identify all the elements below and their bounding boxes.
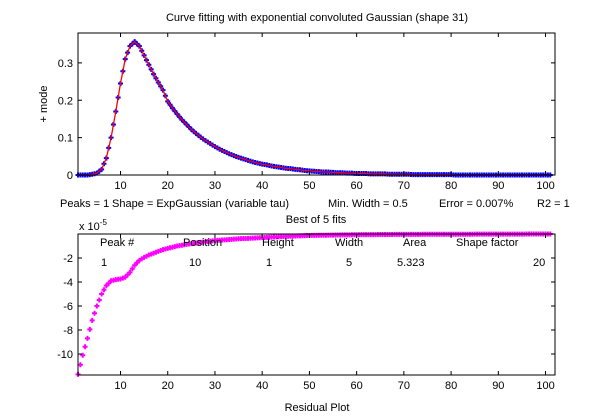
top-chart-ylabel: + mode	[38, 86, 50, 123]
x-tick-label: 30	[209, 180, 221, 192]
x-tick-label: 60	[351, 180, 363, 192]
axes-box	[77, 233, 556, 376]
x-tick-label: 50	[303, 180, 315, 192]
y-tick-label: -4	[63, 277, 73, 289]
x-tick-label: 60	[351, 380, 363, 392]
residual-point	[127, 269, 133, 275]
y-tick-label: 0.3	[58, 58, 73, 70]
bottom-chart-xlabel: Residual Plot	[285, 402, 350, 414]
series-residual	[75, 231, 553, 377]
table-cell-height: 1	[266, 257, 272, 269]
top-axes: 10 20 30 40 50 60 70 80 90 100 0 0.1 0.2 0.3	[58, 32, 556, 192]
y-tick-label: 0.1	[58, 133, 73, 145]
residual-point	[84, 335, 90, 341]
table-cell-area: 5.323	[397, 257, 425, 269]
x-tick-label: 70	[398, 380, 410, 392]
residual-point	[77, 362, 83, 368]
x-tick-label: 10	[114, 380, 126, 392]
residual-point	[96, 297, 102, 303]
bottom-chart-title: Best of 5 fits	[286, 214, 347, 226]
x-tick-label: 100	[536, 380, 554, 392]
residual-point	[129, 266, 135, 272]
table-header-peak: Peak #	[100, 237, 135, 249]
table-header-position: Position	[183, 237, 222, 249]
y-tick-label: -2	[63, 253, 73, 265]
y-tick-label: 0.2	[58, 95, 73, 107]
top-chart-title: Curve fitting with exponential convolute…	[166, 12, 468, 24]
y-multiplier-exp: -5	[100, 218, 108, 227]
x-tick-label: 40	[256, 380, 268, 392]
y-tick-label: 0	[67, 170, 73, 182]
x-tick-label: 100	[536, 180, 554, 192]
y-multiplier: x 10-5	[79, 218, 107, 233]
residual-point	[101, 287, 107, 293]
stat-min-width: Min. Width = 0.5	[328, 198, 408, 210]
x-tick-label: 80	[445, 380, 457, 392]
y-tick-label: -8	[63, 325, 73, 337]
bottom-axes: 10 20 30 40 50 60 70 80 90 100 -2 -4 -6 -8 -10	[57, 231, 556, 392]
stat-r2: R2 = 1	[537, 198, 570, 210]
residual-point	[99, 291, 105, 297]
residual-point	[82, 344, 88, 350]
y-tick-label: -10	[57, 349, 73, 361]
table-header-width: Width	[335, 237, 363, 249]
axes-box	[77, 32, 556, 176]
table-header-area: Area	[403, 237, 427, 249]
table-header-shape-factor: Shape factor	[456, 237, 519, 249]
x-tick-label: 10	[114, 180, 126, 192]
stat-shape: Shape = ExpGaussian (variable tau)	[112, 198, 289, 210]
residual-point	[94, 303, 100, 309]
residual-point	[92, 310, 98, 316]
x-tick-label: 90	[492, 380, 504, 392]
stat-peaks: Peaks = 1	[60, 198, 109, 210]
stat-error: Error = 0.007%	[439, 198, 514, 210]
y-tick-label: -6	[63, 301, 73, 313]
y-multiplier-base: x 10	[79, 221, 100, 233]
residual-point	[80, 352, 86, 358]
x-tick-label: 50	[303, 380, 315, 392]
table-cell-shape-factor: 20	[533, 257, 545, 269]
table-cell-peak: 1	[101, 257, 107, 269]
x-tick-label: 30	[209, 380, 221, 392]
x-tick-label: 40	[256, 180, 268, 192]
table-cell-width: 5	[346, 257, 352, 269]
x-tick-label: 70	[398, 180, 410, 192]
table-cell-position: 10	[189, 257, 201, 269]
x-tick-label: 90	[492, 180, 504, 192]
x-tick-label: 20	[162, 380, 174, 392]
residual-point	[89, 317, 95, 323]
table-header-height: Height	[262, 237, 294, 249]
x-tick-label: 20	[162, 180, 174, 192]
x-tick-label: 80	[445, 180, 457, 192]
residual-point	[87, 326, 93, 332]
results-table: Peak # Position Height Width Area Shape …	[100, 237, 545, 269]
